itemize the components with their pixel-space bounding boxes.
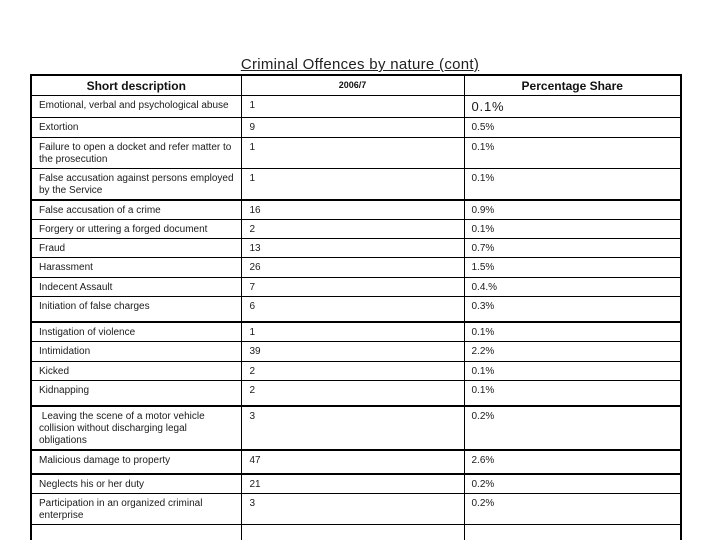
col-header-year: 2006/7	[240, 74, 465, 96]
row-description-cell: Emotional, verbal and psychological abus…	[30, 94, 242, 118]
row-share-cell: 0.4.%	[463, 277, 682, 297]
row-description-cell: Kidnapping	[30, 380, 242, 406]
row-description-cell: Neglects his or her duty	[30, 472, 242, 494]
row-share-cell: 0.1%	[463, 380, 682, 406]
row-share-cell: 0.5%	[463, 116, 682, 138]
table-row: Indecent Assault 7 0.4.%	[30, 277, 682, 297]
row-share-cell: 0.1%	[463, 94, 682, 118]
row-description-cell: Leaving the scene of a motor vehicle col…	[30, 404, 242, 450]
row-share-cell: 0.1%	[463, 136, 682, 169]
row-share-cell: 2.6%	[463, 448, 682, 474]
row-share-cell: 0.9%	[463, 199, 682, 220]
row-share-cell: 1.5%	[463, 257, 682, 278]
row-count-cell: 1	[240, 94, 465, 118]
table-row: Kidnapping 2 0.1%	[30, 380, 682, 406]
table-row: Emotional, verbal and psychological abus…	[30, 94, 682, 118]
row-description-cell: Participation in an organized criminal e…	[30, 493, 242, 525]
row-share-cell: 0.1%	[463, 167, 682, 201]
row-count-cell: 3	[240, 404, 465, 450]
row-count-cell: 47	[240, 448, 465, 474]
row-description-cell: Harassment	[30, 257, 242, 278]
table-row: False accusation of a crime 16 0.9%	[30, 199, 682, 220]
row-share-cell: 2.2%	[463, 341, 682, 362]
row-description-cell: False accusation against persons employe…	[30, 167, 242, 201]
offences-table: Short description 2006/7 Percentage Shar…	[30, 74, 682, 540]
row-share-cell: 0.2%	[463, 472, 682, 494]
row-count-cell: 21	[240, 472, 465, 494]
table-row: Forgery or uttering a forged document 2 …	[30, 219, 682, 239]
row-description-cell: Instigation of violence	[30, 320, 242, 342]
row-description-cell: Fraud	[30, 238, 242, 258]
row-share-cell	[463, 524, 682, 540]
row-share-cell: 0.7%	[463, 238, 682, 258]
row-description-cell	[30, 524, 242, 540]
header-row: Short description 2006/7 Percentage Shar…	[30, 74, 682, 96]
table-header: Short description 2006/7 Percentage Shar…	[30, 74, 682, 96]
row-count-cell: 6	[240, 296, 465, 322]
offences-table-body: Emotional, verbal and psychological abus…	[30, 94, 682, 540]
page-title: Criminal Offences by nature (cont)	[240, 56, 480, 73]
table-row: Initiation of false charges 6 0.3%	[30, 296, 682, 322]
table-row: False accusation against persons employe…	[30, 167, 682, 201]
row-share-cell: 0.1%	[463, 219, 682, 239]
row-count-cell: 16	[240, 199, 465, 220]
table-row: Intimidation 39 2.2%	[30, 341, 682, 362]
row-count-cell: 13	[240, 238, 465, 258]
row-description-cell: Malicious damage to property	[30, 448, 242, 474]
row-description-cell: Kicked	[30, 361, 242, 381]
table-row: Malicious damage to property 47 2.6%	[30, 448, 682, 474]
row-description-cell: Forgery or uttering a forged document	[30, 219, 242, 239]
table-row: Fraud 13 0.7%	[30, 238, 682, 258]
row-share-cell: 0.1%	[463, 320, 682, 342]
row-description-cell: Initiation of false charges	[30, 296, 242, 322]
row-description-cell: Failure to open a docket and refer matte…	[30, 136, 242, 169]
table-row: Failure to open a docket and refer matte…	[30, 136, 682, 169]
table-row: Harassment 26 1.5%	[30, 257, 682, 278]
table-row: Instigation of violence 1 0.1%	[30, 320, 682, 342]
col-header-percentage-share: Percentage Share	[463, 74, 682, 96]
row-description-cell: Intimidation	[30, 341, 242, 362]
row-count-cell: 9	[240, 116, 465, 138]
row-description-cell: Extortion	[30, 116, 242, 138]
table-row: Neglects his or her duty 21 0.2%	[30, 472, 682, 494]
row-share-cell: 0.2%	[463, 404, 682, 450]
row-count-cell: 1	[240, 320, 465, 342]
table-row: Leaving the scene of a motor vehicle col…	[30, 404, 682, 450]
row-count-cell: 3	[240, 493, 465, 525]
row-share-cell: 0.1%	[463, 361, 682, 381]
table-row: Participation in an organized criminal e…	[30, 493, 682, 525]
row-description-cell: False accusation of a crime	[30, 199, 242, 220]
row-count-cell: 2	[240, 361, 465, 381]
row-count-cell: 2	[240, 219, 465, 239]
row-share-cell: 0.3%	[463, 296, 682, 322]
table-row	[30, 524, 682, 540]
row-description-cell: Indecent Assault	[30, 277, 242, 297]
col-header-short-description: Short description	[30, 74, 242, 96]
row-count-cell: 2	[240, 380, 465, 406]
table-row: Kicked 2 0.1%	[30, 361, 682, 381]
row-count-cell: 1	[240, 136, 465, 169]
row-count-cell: 7	[240, 277, 465, 297]
row-share-cell: 0.2%	[463, 493, 682, 525]
row-count-cell	[240, 524, 465, 540]
table-row: Extortion 9 0.5%	[30, 116, 682, 138]
row-count-cell: 39	[240, 341, 465, 362]
row-count-cell: 26	[240, 257, 465, 278]
row-count-cell: 1	[240, 167, 465, 201]
